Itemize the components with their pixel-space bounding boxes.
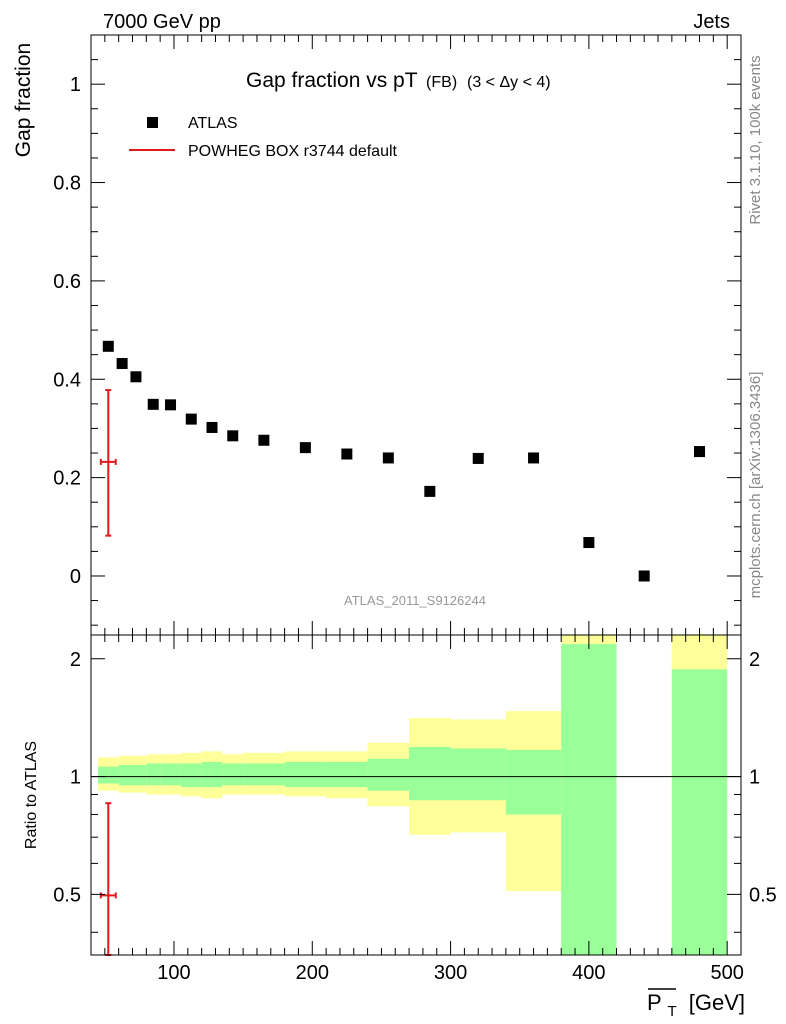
data-point: [147, 398, 159, 410]
x-tick-label: 100: [157, 962, 190, 984]
data-point: [165, 399, 177, 411]
x-axis-label-main: P: [647, 990, 661, 1015]
y-tick-label: 0.2: [53, 468, 81, 490]
data-point: [299, 442, 311, 454]
x-tick-label: 200: [296, 962, 329, 984]
ratio-band-green: [671, 669, 728, 955]
ratio-band-green: [97, 766, 119, 784]
powheg-series: [99, 389, 117, 956]
title-sub: (FB): [426, 74, 457, 91]
y-tick-label: 0.4: [53, 369, 81, 391]
data-point: [341, 448, 353, 460]
ratio-band-green: [243, 763, 285, 786]
ratio-band-green: [160, 763, 181, 786]
data-point: [185, 413, 197, 425]
ratio-band-green: [505, 749, 562, 815]
data-point: [206, 421, 218, 433]
ratio-tick-label-left: 0.5: [53, 884, 81, 906]
mcplots-label: mcplots.cern.ch [arXiv:1306.3436]: [747, 372, 764, 599]
data-point: [472, 452, 484, 464]
x-tick-label: 400: [572, 962, 605, 984]
ratio-tick-label-right: 2: [749, 649, 760, 671]
process-label: Jets: [693, 11, 730, 33]
ratio-y-axis-label: Ratio to ATLAS: [23, 741, 40, 849]
legend-atlas-label: ATLAS: [188, 115, 238, 132]
ratio-band-green: [561, 644, 617, 955]
ratio-uncertainty-bands: [91, 635, 741, 955]
ratio-band-green: [367, 758, 410, 791]
ratio-band-green: [222, 763, 244, 786]
plot-title: Gap fraction vs pT (FB) (3 < Δy < 4): [246, 69, 551, 92]
ratio-tick-label-right: 0.5: [749, 884, 777, 906]
ratio-band-green: [180, 763, 202, 788]
ratio-band-green: [132, 765, 147, 786]
x-axis-label-unit: [GeV]: [689, 990, 745, 1015]
x-axis-label-sub: T: [667, 1003, 676, 1020]
y-tick-label: 0: [70, 566, 81, 588]
data-point: [694, 446, 706, 458]
ratio-tick-label-right: 1: [749, 767, 760, 789]
analysis-id: ATLAS_2011_S9126244: [344, 593, 486, 608]
y-tick-label: 1: [70, 74, 81, 96]
ratio-plot-frame: [90, 634, 742, 956]
ratio-band-green: [201, 761, 223, 788]
ratio-band-green: [450, 748, 506, 801]
legend-powheg-label: POWHEG BOX r3744 default: [188, 143, 398, 160]
atlas-data-points: [102, 340, 706, 582]
data-point: [528, 452, 540, 464]
ratio-tick-label-left: 2: [70, 649, 81, 671]
data-point: [638, 570, 650, 582]
legend-atlas-marker: [147, 117, 158, 128]
data-point: [424, 485, 436, 497]
data-point: [130, 371, 142, 383]
x-tick-label: 300: [434, 962, 467, 984]
data-point: [116, 358, 128, 370]
data-point: [382, 452, 394, 464]
x-axis-label: P T [GeV]: [647, 990, 745, 1021]
ratio-band-green: [409, 747, 451, 801]
x-tick-label: 500: [710, 962, 743, 984]
data-point: [583, 537, 595, 549]
data-point: [102, 340, 114, 352]
axes: 100 200 300 400 500 0 0.2 0.4 0.6 0.8 1 0.5 0.5 1 1 2 2: [53, 34, 777, 984]
data-point: [258, 434, 270, 446]
ratio-tick-label-left: 1: [70, 767, 81, 789]
beam-label: 7000 GeV pp: [103, 11, 221, 33]
rivet-label: Rivet 3.1.10, 100k events: [747, 55, 764, 224]
ratio-band-green: [284, 761, 327, 788]
data-point: [227, 430, 239, 442]
title-main: Gap fraction vs pT: [246, 69, 418, 92]
title-condition: (3 < Δy < 4): [467, 74, 551, 91]
ratio-band-green: [326, 761, 368, 788]
y-tick-label: 0.8: [53, 173, 81, 195]
ratio-band-green: [118, 765, 133, 786]
ratio-band-green: [146, 763, 161, 786]
y-axis-label: Gap fraction: [12, 43, 35, 157]
y-tick-label: 0.6: [53, 271, 81, 293]
